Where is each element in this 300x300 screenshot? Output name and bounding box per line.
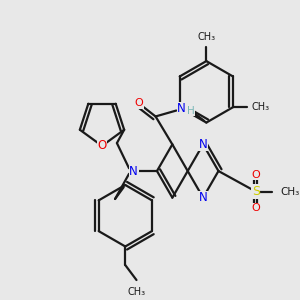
Text: O: O	[134, 98, 143, 108]
Text: N: N	[199, 138, 208, 151]
Text: N: N	[177, 103, 186, 116]
Text: N: N	[199, 191, 208, 204]
Text: H: H	[187, 106, 195, 116]
Text: O: O	[251, 170, 260, 180]
Text: O: O	[251, 203, 260, 213]
Text: CH₃: CH₃	[252, 102, 270, 112]
Text: N: N	[129, 164, 138, 178]
Text: S: S	[252, 185, 260, 198]
Text: CH₃: CH₃	[280, 187, 299, 196]
Text: CH₃: CH₃	[197, 32, 215, 43]
Text: O: O	[98, 140, 106, 152]
Text: CH₃: CH₃	[128, 287, 146, 298]
